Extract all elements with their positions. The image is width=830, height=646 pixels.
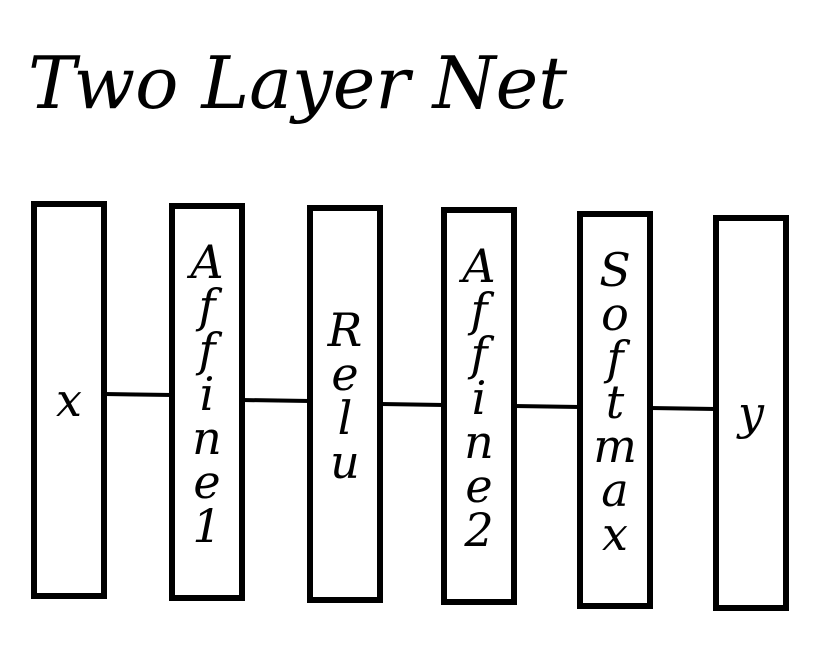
layer-box-softmax <box>577 211 653 609</box>
connector-line <box>240 398 312 403</box>
connector-line <box>512 404 582 409</box>
layer-box-y <box>713 215 789 611</box>
layer-label-y: y <box>736 386 765 440</box>
layer-boxes <box>31 201 789 611</box>
layer-box-affine2 <box>441 207 517 605</box>
layer-box-relu <box>307 205 383 603</box>
connector-line <box>648 406 718 411</box>
layer-box-x <box>31 201 107 599</box>
layer-label-x: x <box>56 373 82 427</box>
layer-labels: xA f f i n e 1R e l uA f f i n e 2S o f t m a xy <box>56 235 765 561</box>
connector-line <box>102 392 174 397</box>
connectors <box>102 392 718 411</box>
connector-line <box>378 402 446 407</box>
diagram-title: Two Layer Net <box>28 41 568 125</box>
layer-box-affine1 <box>169 203 245 601</box>
